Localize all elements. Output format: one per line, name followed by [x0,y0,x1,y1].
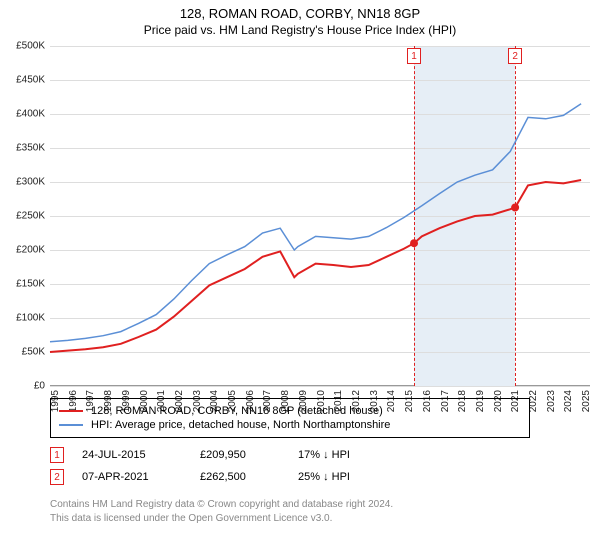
y-axis-label: £250K [16,211,45,222]
transaction-date: 24-JUL-2015 [82,449,182,461]
marker-dot [410,239,418,247]
transaction-date: 07-APR-2021 [82,471,182,483]
transaction-row: 1 24-JUL-2015 £209,950 17% ↓ HPI [50,444,550,466]
series-hpi [50,104,581,342]
transaction-row: 2 07-APR-2021 £262,500 25% ↓ HPI [50,466,550,488]
legend-box: 128, ROMAN ROAD, CORBY, NN18 8GP (detach… [50,398,530,438]
legend-item: HPI: Average price, detached house, Nort… [59,418,521,432]
marker-number: 2 [508,48,522,64]
y-axis-label: £350K [16,143,45,154]
page-title: 128, ROMAN ROAD, CORBY, NN18 8GP [0,0,600,21]
transaction-diff: 17% ↓ HPI [298,449,398,461]
y-axis-label: £150K [16,279,45,290]
attribution-line-1: Contains HM Land Registry data © Crown c… [50,498,560,512]
transactions-table: 1 24-JUL-2015 £209,950 17% ↓ HPI 2 07-APR-202… [50,444,550,488]
line-chart-svg [50,46,590,386]
gridline [50,386,590,387]
attribution-line-2: This data is licensed under the Open Gov… [50,512,560,526]
transaction-diff: 25% ↓ HPI [298,471,398,483]
y-axis-label: £300K [16,177,45,188]
series-property [50,180,581,352]
legend-swatch [59,424,83,426]
plot-area: £0£50K£100K£150K£200K£250K£300K£350K£400… [50,46,590,386]
y-axis-label: £200K [16,245,45,256]
marker-number: 1 [407,48,421,64]
transaction-price: £262,500 [200,471,280,483]
legend-swatch [59,410,83,412]
chart-container: 128, ROMAN ROAD, CORBY, NN18 8GP Price p… [0,0,600,560]
x-axis-label: 2024 [563,390,574,412]
y-axis-label: £0 [34,381,45,392]
legend-label: 128, ROMAN ROAD, CORBY, NN18 8GP (detach… [91,405,383,417]
y-axis-label: £100K [16,313,45,324]
transaction-number: 1 [50,447,64,463]
y-axis-label: £500K [16,41,45,52]
page-subtitle: Price paid vs. HM Land Registry's House … [0,21,600,37]
x-axis-label: 2023 [546,390,557,412]
x-axis-label: 2025 [581,390,592,412]
transaction-price: £209,950 [200,449,280,461]
legend-item: 128, ROMAN ROAD, CORBY, NN18 8GP (detach… [59,404,521,418]
y-axis-label: £50K [22,347,45,358]
y-axis-label: £400K [16,109,45,120]
marker-dot [511,204,519,212]
attribution-text: Contains HM Land Registry data © Crown c… [50,498,560,525]
transaction-number: 2 [50,469,64,485]
y-axis-label: £450K [16,75,45,86]
chart-region: £0£50K£100K£150K£200K£250K£300K£350K£400… [50,46,590,386]
legend-label: HPI: Average price, detached house, Nort… [91,419,390,431]
